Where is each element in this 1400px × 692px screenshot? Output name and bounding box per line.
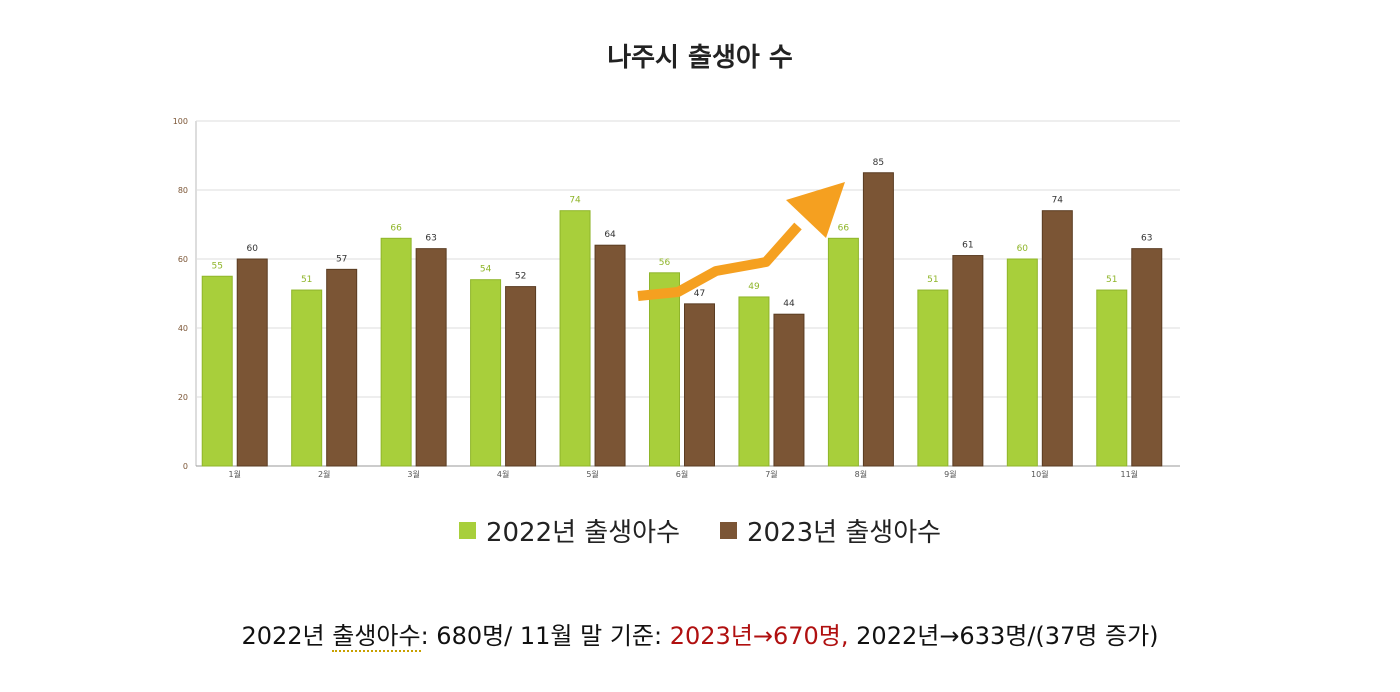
bar-2022 <box>827 237 859 467</box>
y-tick-label: 60 <box>178 255 188 264</box>
x-tick-label: 4월 <box>497 469 509 479</box>
legend-item-2023: 2023년 출생아수 <box>720 512 941 549</box>
data-label: 60 <box>247 244 259 254</box>
data-label: 56 <box>659 258 671 268</box>
data-label: 52 <box>515 272 526 282</box>
x-tick-label: 3월 <box>407 469 419 479</box>
chart-canvas: 나주시 출생아 수 0 20 40 60 80 100 55 60 1월 51 57 2월 66 63 3… <box>173 43 1180 479</box>
data-label: 57 <box>336 254 347 264</box>
chart-title: 나주시 출생아 수 <box>607 43 793 73</box>
y-tick-label: 0 <box>183 462 188 471</box>
legend-label-2022: 2022년 출생아수 <box>485 518 680 548</box>
trend-arrow <box>637 182 845 301</box>
bars-group: 55 60 1월 51 57 2월 66 63 3월 54 52 4월 74 64 5월 56 47 6월 49 44… <box>201 158 1163 479</box>
bar-2022 <box>201 275 233 467</box>
bar-2023 <box>1131 248 1163 467</box>
bar-2022 <box>738 296 770 467</box>
legend-swatch-2023 <box>720 522 737 539</box>
arrow-shaft <box>637 222 802 301</box>
x-tick-label: 8월 <box>855 469 867 479</box>
data-label: 85 <box>873 158 884 168</box>
bar-2022 <box>1006 258 1038 467</box>
bar-2023 <box>236 258 268 467</box>
bar-2022 <box>470 279 502 467</box>
x-tick-label: 6월 <box>676 469 688 479</box>
bar-2023 <box>862 172 894 467</box>
data-label: 51 <box>927 275 938 285</box>
bar-2023 <box>415 248 447 467</box>
bar-2022 <box>380 237 412 467</box>
bar-2023 <box>326 268 358 467</box>
caption-part5: 2022년→633명/(37명 증가) <box>848 622 1159 650</box>
x-tick-label: 10월 <box>1031 469 1049 479</box>
legend-item-2022: 2022년 출생아수 <box>458 512 680 549</box>
x-tick-label: 2월 <box>318 469 330 479</box>
data-label: 66 <box>390 223 402 233</box>
x-tick-label: 11월 <box>1120 469 1138 479</box>
bar-2023 <box>505 286 537 467</box>
summary-caption: 2022년 출생아수: 680명/ 11월 말 기준: 2023년→670명, … <box>0 616 1400 652</box>
data-label: 51 <box>1106 275 1117 285</box>
data-label: 55 <box>212 261 223 271</box>
x-tick-label: 9월 <box>944 469 956 479</box>
data-label: 64 <box>604 230 616 240</box>
bar-2022 <box>1096 289 1128 467</box>
bar-2022 <box>559 210 591 467</box>
bar-2022 <box>291 289 323 467</box>
bar-2022 <box>917 289 949 467</box>
y-tick-label: 20 <box>178 393 188 402</box>
data-label: 49 <box>748 282 760 292</box>
bar-2023 <box>1041 210 1073 467</box>
data-label: 61 <box>962 241 973 251</box>
x-tick-label: 7월 <box>765 469 777 479</box>
bar-2023 <box>773 313 805 467</box>
bar-2023 <box>684 303 715 467</box>
data-label: 47 <box>694 289 705 299</box>
x-tick-label: 1월 <box>229 469 241 479</box>
chart-legend: 2022년 출생아수 2023년 출생아수 <box>0 512 1400 549</box>
data-label: 63 <box>425 234 436 244</box>
data-label: 63 <box>1141 234 1152 244</box>
y-tick-label: 80 <box>178 186 188 195</box>
arrow-head <box>786 182 845 238</box>
data-label: 44 <box>783 299 795 309</box>
caption-part1: 2022년 <box>241 622 325 650</box>
data-label: 60 <box>1017 244 1029 254</box>
data-label: 66 <box>838 223 850 233</box>
data-label: 54 <box>480 265 492 275</box>
caption-part2: 출생아수 <box>332 622 421 652</box>
data-label: 74 <box>1052 196 1064 206</box>
bar-2023 <box>594 244 626 467</box>
data-label: 74 <box>569 196 581 206</box>
x-tick-label: 5월 <box>586 469 598 479</box>
data-label: 51 <box>301 275 312 285</box>
legend-swatch-2022 <box>458 522 476 539</box>
bar-2023 <box>952 255 984 467</box>
caption-part3: : 680명/ 11월 말 기준: <box>420 622 670 650</box>
y-tick-label: 100 <box>173 117 188 126</box>
legend-label-2023: 2023년 출생아수 <box>747 518 942 548</box>
caption-part4: 2023년→670명, <box>669 622 849 650</box>
y-tick-label: 40 <box>178 324 188 333</box>
bar-2022 <box>649 272 680 467</box>
